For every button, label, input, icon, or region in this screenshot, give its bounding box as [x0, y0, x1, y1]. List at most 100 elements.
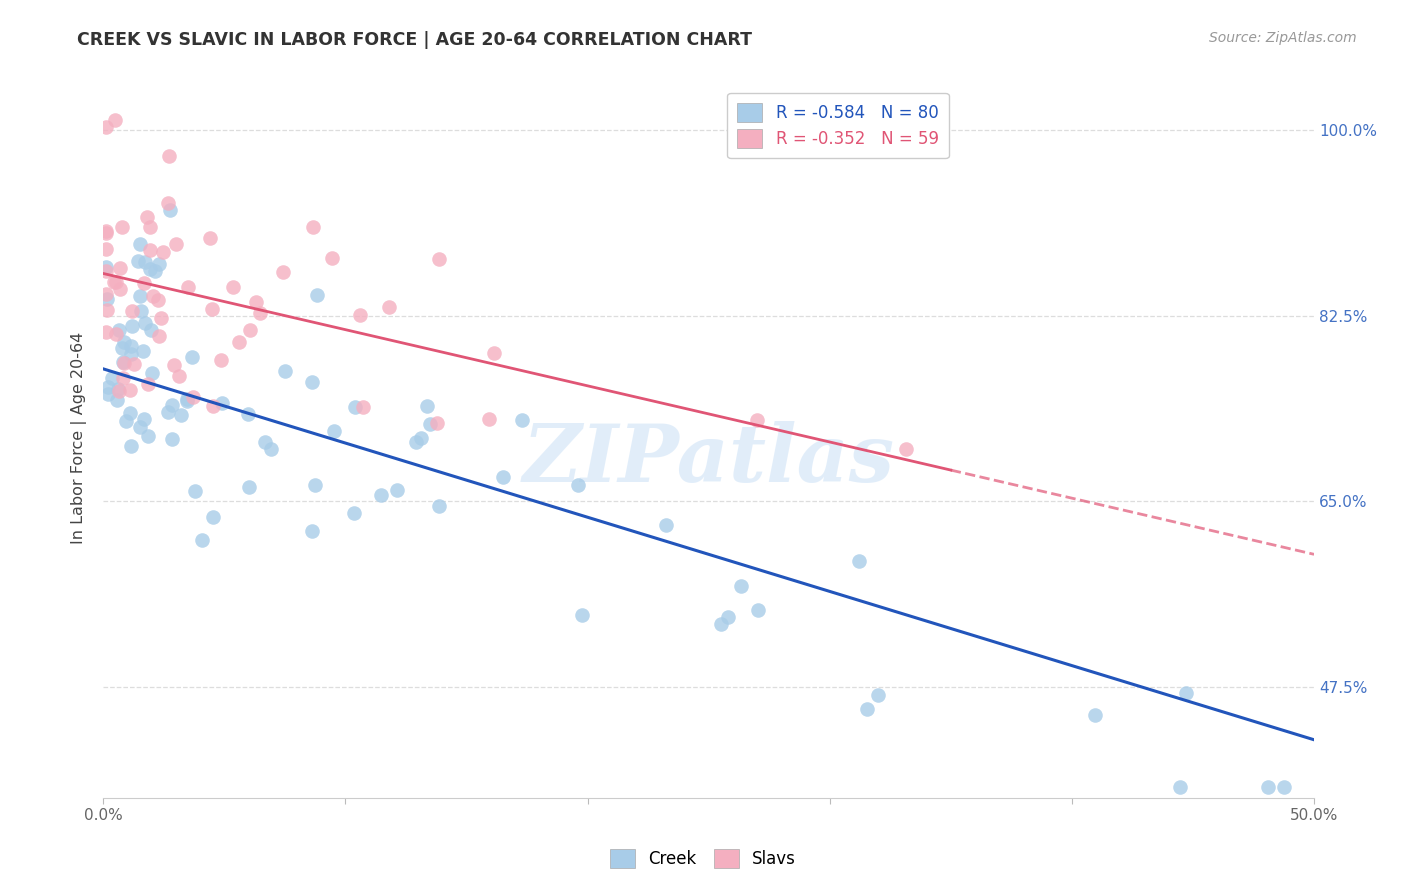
Point: [111, 341, 134, 355]
Point: [142, 289, 165, 303]
Point: [271, 265, 294, 279]
Point: [427, 252, 450, 267]
Point: [134, 276, 156, 290]
Point: [211, 396, 233, 410]
Legend: R = -0.584   N = 80, R = -0.352   N = 59: R = -0.584 N = 80, R = -0.352 N = 59: [727, 93, 949, 158]
Point: [104, 112, 127, 127]
Point: [239, 323, 262, 337]
Point: [856, 702, 879, 716]
Point: [747, 413, 769, 427]
Point: [139, 220, 162, 235]
Point: [139, 261, 162, 276]
Point: [571, 607, 593, 622]
Point: [492, 469, 515, 483]
Point: [120, 339, 142, 353]
Point: [1168, 780, 1191, 795]
Point: [352, 400, 374, 414]
Point: [94, 326, 117, 340]
Point: [111, 371, 134, 385]
Point: [387, 483, 409, 497]
Point: [177, 280, 200, 294]
Point: [107, 384, 129, 398]
Point: [323, 424, 346, 438]
Point: [141, 367, 163, 381]
Point: [108, 323, 131, 337]
Point: [104, 275, 127, 289]
Point: [94, 260, 117, 274]
Point: [730, 579, 752, 593]
Point: [94, 286, 117, 301]
Point: [717, 609, 740, 624]
Point: [120, 439, 142, 453]
Point: [405, 435, 427, 450]
Point: [160, 398, 183, 412]
Point: [163, 358, 186, 372]
Point: [304, 478, 326, 492]
Point: [301, 376, 323, 390]
Point: [191, 533, 214, 548]
Point: [170, 408, 193, 422]
Point: [105, 393, 128, 408]
Point: [129, 289, 152, 303]
Point: [127, 253, 149, 268]
Point: [148, 257, 170, 271]
Point: [94, 120, 117, 134]
Point: [183, 390, 205, 404]
Point: [1256, 780, 1278, 795]
Point: [238, 480, 260, 494]
Point: [121, 318, 143, 333]
Point: [228, 334, 250, 349]
Point: [710, 616, 733, 631]
Point: [96, 303, 118, 318]
Y-axis label: In Labor Force | Age 20-64: In Labor Force | Age 20-64: [72, 332, 87, 544]
Point: [1274, 780, 1296, 795]
Point: [118, 383, 141, 397]
Point: [131, 304, 153, 318]
Point: [139, 243, 162, 257]
Point: [136, 377, 159, 392]
Point: [101, 370, 124, 384]
Point: [157, 196, 180, 211]
Point: [894, 442, 917, 457]
Point: [111, 355, 134, 369]
Point: [249, 306, 271, 320]
Point: [146, 293, 169, 307]
Point: [209, 352, 232, 367]
Point: [478, 411, 501, 425]
Point: [343, 400, 366, 414]
Point: [305, 288, 328, 302]
Point: [411, 431, 433, 445]
Point: [121, 304, 143, 318]
Point: [427, 499, 450, 513]
Point: [180, 351, 202, 365]
Point: [110, 282, 132, 296]
Point: [159, 202, 181, 217]
Point: [260, 442, 283, 457]
Point: [112, 335, 135, 350]
Point: [94, 224, 117, 238]
Point: [128, 236, 150, 251]
Point: [1084, 708, 1107, 723]
Point: [105, 327, 128, 342]
Point: [301, 524, 323, 538]
Point: [135, 210, 157, 224]
Point: [160, 432, 183, 446]
Point: [222, 280, 245, 294]
Point: [426, 416, 449, 430]
Point: [94, 242, 117, 256]
Point: [96, 292, 118, 306]
Point: [143, 264, 166, 278]
Point: [868, 689, 890, 703]
Point: [157, 404, 180, 418]
Point: [122, 357, 145, 371]
Point: [482, 346, 505, 360]
Point: [302, 219, 325, 234]
Point: [132, 412, 155, 426]
Point: [254, 435, 277, 450]
Point: [128, 420, 150, 434]
Point: [848, 554, 870, 568]
Point: [419, 417, 441, 431]
Point: [321, 251, 343, 265]
Point: [176, 393, 198, 408]
Point: [136, 429, 159, 443]
